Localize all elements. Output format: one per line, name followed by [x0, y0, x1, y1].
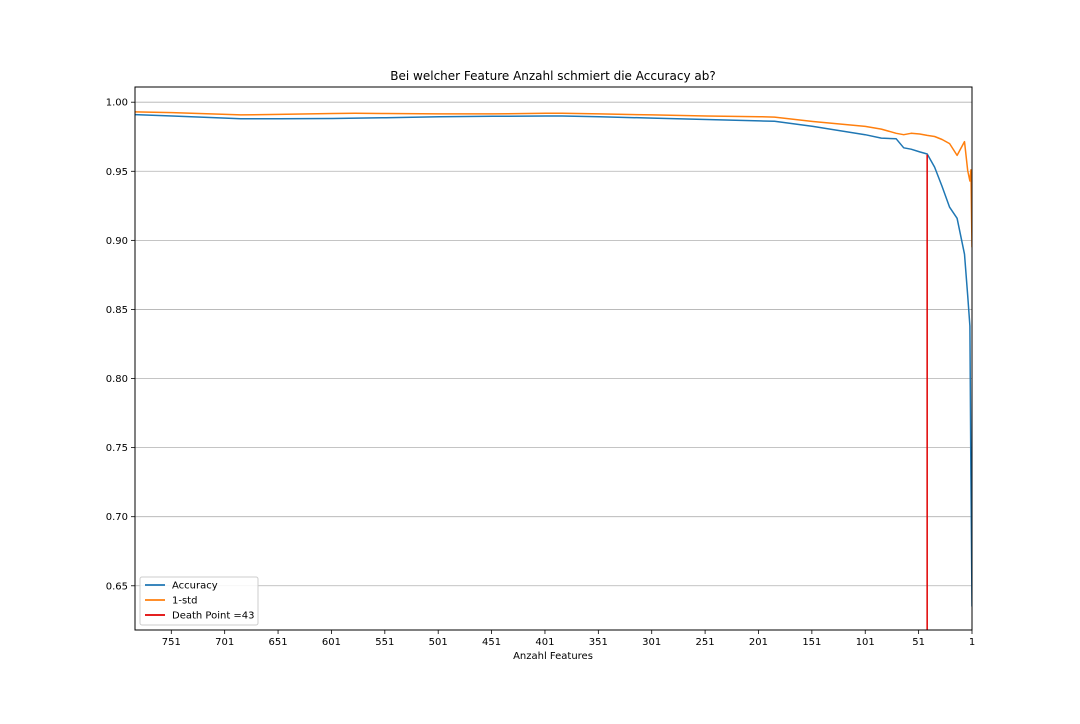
- y-tick-label: 1.00: [106, 98, 128, 109]
- x-tick-label: 451: [482, 637, 501, 648]
- x-tick-label: 551: [375, 637, 394, 648]
- x-tick-label: 651: [269, 637, 288, 648]
- y-tick-label: 0.95: [106, 167, 128, 178]
- axes: 0.65 0.70 0.75 0.80 0.85 0.90 0.95 1.00 751 701 65…: [106, 98, 975, 648]
- y-tick-label: 0.90: [106, 236, 128, 247]
- y-tick-label: 0.65: [106, 581, 128, 592]
- y-tick-label: 0.70: [106, 512, 128, 523]
- x-tick-label: 101: [856, 637, 875, 648]
- x-tick-label: 151: [802, 637, 821, 648]
- legend-label: Accuracy: [172, 581, 218, 592]
- y-tick-label: 0.80: [106, 374, 128, 385]
- x-tick-label: 351: [589, 637, 608, 648]
- x-tick-label: 701: [215, 637, 234, 648]
- legend-label: Death Point =43: [172, 611, 255, 622]
- x-tick-label: 1: [969, 637, 975, 648]
- series-line-1-std: [135, 111, 972, 248]
- series-line-accuracy: [135, 113, 972, 607]
- y-tick-label: 0.85: [106, 305, 128, 316]
- series-layer: [135, 111, 972, 607]
- plot-frame: [134, 86, 973, 631]
- y-tick-label: 0.75: [106, 443, 128, 454]
- x-tick-label: 301: [642, 637, 661, 648]
- x-tick-label: 601: [322, 637, 341, 648]
- grid: [135, 101, 972, 587]
- x-tick-label: 751: [162, 637, 181, 648]
- x-tick-label: 501: [429, 637, 448, 648]
- legend-label: 1-std: [172, 596, 197, 607]
- x-tick-label: 401: [535, 637, 554, 648]
- x-tick-label: 201: [749, 637, 768, 648]
- legend-box: [139, 576, 259, 626]
- x-axis-label: Anzahl Features: [513, 651, 593, 662]
- chart-title: Bei welcher Feature Anzahl schmiert die …: [390, 69, 715, 83]
- legend: Accuracy 1-std Death Point =43: [139, 576, 259, 626]
- x-tick-label: 51: [912, 637, 925, 648]
- x-tick-label: 251: [696, 637, 715, 648]
